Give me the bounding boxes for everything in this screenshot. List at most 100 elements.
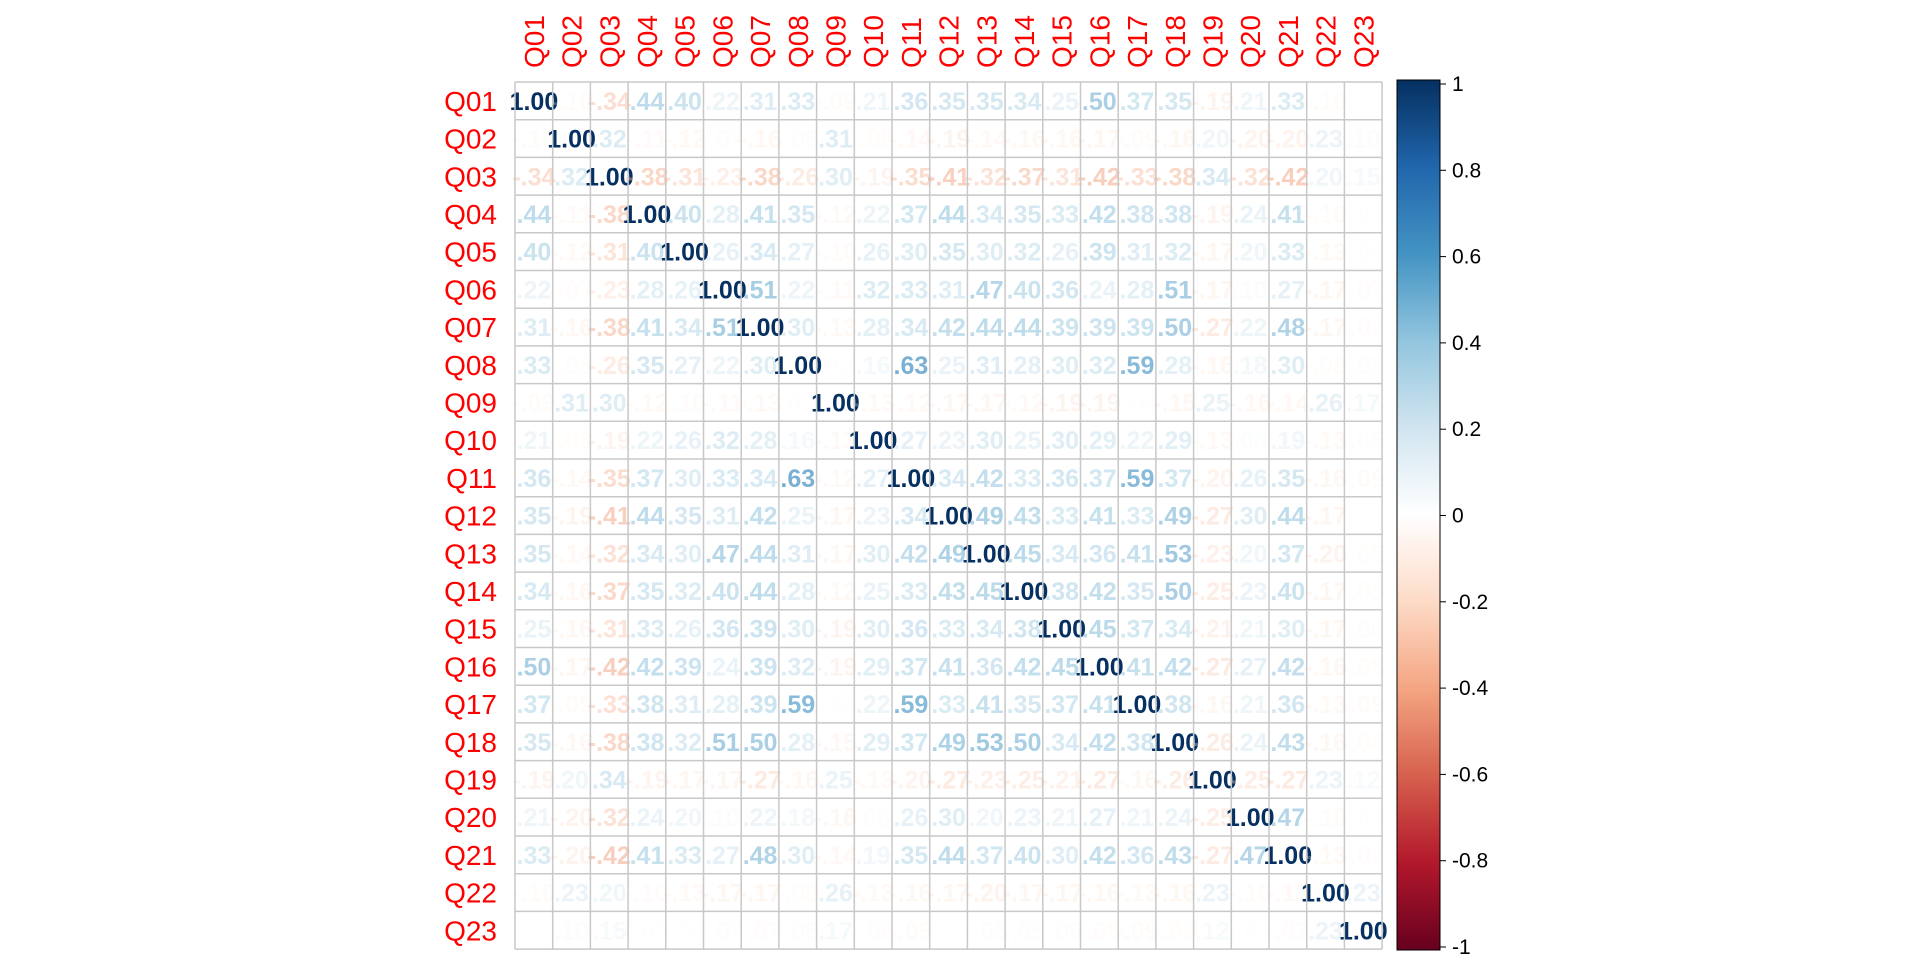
cell-value: -.42: [588, 842, 631, 870]
cell-value: .44: [931, 201, 966, 229]
cell-value: .34: [969, 201, 1004, 229]
cell-value: .39: [1044, 314, 1079, 342]
cell-value: .35: [517, 729, 552, 757]
cell-value: -.19: [927, 126, 970, 154]
cell-value: -.42: [1078, 163, 1121, 191]
cell-value: -.07: [701, 917, 744, 945]
cell-value: .37: [1157, 465, 1192, 493]
cell-value: -.05: [1342, 540, 1385, 568]
cell-value: -.12: [814, 465, 857, 493]
cell-value: .22: [780, 276, 815, 304]
cell-value: -.09: [814, 88, 857, 116]
cell-value: .35: [517, 503, 552, 531]
cell-value: .21: [1120, 804, 1155, 832]
cell-value: -.16: [550, 729, 593, 757]
cell-value: .29: [1082, 427, 1117, 455]
cell-value: .32: [667, 729, 702, 757]
cell-value: -.14: [965, 126, 1008, 154]
cell-value: .44: [969, 314, 1004, 342]
cell-value: .28: [705, 201, 740, 229]
cell-value: .22: [1120, 427, 1155, 455]
cell-value: -.09: [550, 691, 593, 719]
cell-value: -.09: [889, 917, 932, 945]
cell-value: -.19: [1191, 88, 1234, 116]
cell-value: -.16: [1229, 390, 1272, 418]
cell-value: .44: [630, 503, 665, 531]
cell-value: .33: [931, 616, 966, 644]
cell-value: .49: [931, 540, 966, 568]
cell-value: .22: [705, 352, 740, 380]
cell-value: .41: [1120, 540, 1155, 568]
cell-value: -.33: [588, 691, 631, 719]
cell-value: .34: [743, 465, 778, 493]
cell-value: -.09: [1115, 126, 1158, 154]
cell-value: -.07: [1266, 917, 1309, 945]
cell-value: .27: [856, 465, 891, 493]
cell-value: .26: [856, 239, 891, 267]
column-label: Q03: [594, 15, 625, 68]
cell-value: -.25: [1002, 767, 1045, 795]
cell-value: -.08: [776, 880, 819, 908]
cell-value: .35: [931, 239, 966, 267]
cell-value: .23: [554, 880, 589, 908]
cell-value: -.17: [1191, 276, 1234, 304]
cell-value: -.27: [1266, 767, 1309, 795]
cell-value: .38: [1157, 691, 1192, 719]
cell-value: -.04: [1342, 239, 1385, 267]
cell-value: -.01: [927, 917, 970, 945]
cell-value: -.25: [1191, 804, 1234, 832]
colorbar-ticks: 1 0.8 0.6 0.4 0.2 0 -0.2 -0.4 -0.6 -0.8 -1: [1440, 73, 1489, 959]
cell-value: .41: [1082, 503, 1117, 531]
cell-value: .35: [517, 540, 552, 568]
cell-value: -.27: [1191, 314, 1234, 342]
row-label: Q10: [444, 425, 497, 456]
cell-value: -.07: [1342, 842, 1385, 870]
cell-value: .37: [894, 653, 929, 681]
cell-value: -.16: [1304, 465, 1347, 493]
cell-value: -.17: [1304, 276, 1347, 304]
cell-value: .39: [667, 653, 702, 681]
cell-value: .38: [1120, 201, 1155, 229]
cell-value: 0.00: [510, 917, 559, 945]
cell-value: -.08: [550, 427, 593, 455]
cell-value: 1.00: [887, 465, 936, 493]
cell-value: .50: [517, 653, 552, 681]
row-label: Q05: [444, 237, 497, 268]
cell-value: 1.00: [1150, 729, 1199, 757]
cell-value: .42: [1082, 729, 1117, 757]
cell-value: .20: [1308, 163, 1343, 191]
cell-value: -.14: [550, 465, 593, 493]
cell-value: -.14: [814, 842, 857, 870]
cell-value: .45: [1082, 616, 1117, 644]
cell-value: .15: [592, 917, 627, 945]
cell-value: .10: [1346, 126, 1381, 154]
cell-value: -.41: [588, 503, 631, 531]
cell-value: .28: [705, 691, 740, 719]
cell-value: .23: [931, 427, 966, 455]
cell-value: .26: [1233, 465, 1268, 493]
cell-value: -.35: [889, 163, 932, 191]
cell-value: .23: [1007, 804, 1042, 832]
cell-value: .44: [1007, 314, 1042, 342]
cell-value: .47: [1270, 804, 1305, 832]
cell-value: .38: [1044, 578, 1079, 606]
row-label: Q11: [446, 463, 497, 494]
cell-value: .59: [1120, 352, 1155, 380]
cell-value: -.19: [1078, 390, 1121, 418]
column-label: Q08: [783, 15, 814, 68]
column-label: Q12: [934, 15, 965, 68]
cell-value: .16: [780, 427, 815, 455]
cell-value: -.19: [814, 616, 857, 644]
cell-value: -.15: [1153, 390, 1196, 418]
cell-value: 1.00: [773, 352, 822, 380]
cell-value: .26: [818, 880, 853, 908]
cell-value: .30: [969, 239, 1004, 267]
cell-value: -.16: [550, 616, 593, 644]
cell-value: .34: [931, 465, 966, 493]
row-label: Q03: [444, 161, 497, 192]
cell-value: .53: [1157, 540, 1192, 568]
cell-value: .45: [969, 578, 1004, 606]
cell-value: 1.00: [698, 276, 747, 304]
cell-value: .19: [856, 842, 891, 870]
cell-value: -.16: [1040, 126, 1083, 154]
